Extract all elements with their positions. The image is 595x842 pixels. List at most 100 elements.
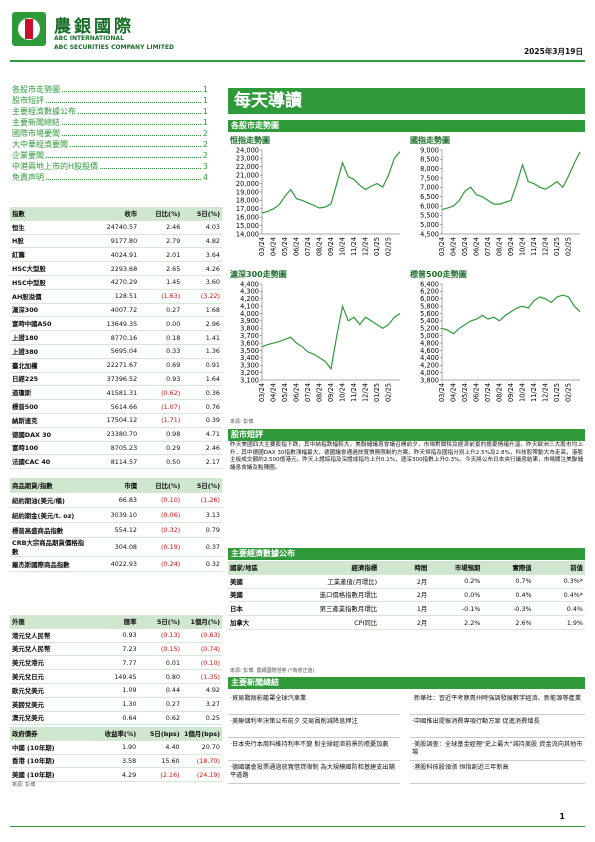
line-series	[441, 151, 581, 211]
x-tick-label: 08/24	[496, 237, 504, 256]
page-number: 1	[559, 812, 565, 821]
y-tick-label: 4,300	[240, 288, 259, 296]
company-en: ABC SECURITIES COMPANY LIMITED	[54, 44, 174, 51]
table-cell: 4.71	[182, 427, 222, 442]
table-cell: 0.33	[139, 344, 183, 359]
column-header: 時間	[379, 561, 430, 575]
section-heading: 各股市走勢圖	[228, 120, 585, 132]
table-row: 歐元兌美元 1.09 0.44 4.92	[10, 683, 222, 698]
table-row: 上證180 8770.16 0.18 1.41	[10, 330, 222, 345]
table-cell: 3.64	[182, 247, 222, 263]
x-tick-label: 02/25	[565, 383, 573, 402]
news-item: ‧新華社：習近平考察貴州時強調發展數字經濟、新能源等產業	[410, 692, 585, 715]
table-cell: 2.46	[139, 220, 183, 235]
column-header: 1個月(bps)	[181, 727, 222, 741]
y-tick-label: 4,600	[420, 347, 439, 355]
table-cell: 2293.68	[85, 261, 140, 276]
table-cell: 0.29	[139, 441, 183, 456]
table-cell: 美元兌港元	[10, 655, 86, 671]
news-item: ‧貿易戰陰影籠罩全球汽車業	[228, 692, 400, 715]
table-cell: 41581.31	[85, 385, 140, 401]
table-cell: 1.64	[182, 372, 222, 387]
y-tick-label: 19,000	[236, 188, 259, 196]
column-header: 日比(%)	[139, 207, 183, 221]
table-cell: 澳元兌美元	[10, 711, 86, 726]
header-row: 指數 收市 日比(%) 5日(%)	[10, 207, 222, 221]
x-tick-label: 04/24	[270, 383, 278, 402]
x-tick-label: 06/24	[473, 383, 481, 402]
y-tick-label: 15,000	[236, 222, 259, 230]
table-cell: 進口價格指數月環比	[273, 588, 380, 603]
y-tick-label: 8,000	[420, 165, 439, 173]
y-tick-label: 5,000	[420, 221, 439, 229]
toc-title: 大中華經濟要聞	[12, 140, 68, 149]
table-row: 日本 第三產業指數月環比 1月 -0.1% -0.3% 0.4%	[228, 601, 585, 617]
y-tick-label: 8,500	[420, 156, 439, 164]
table-cell: 日本	[228, 601, 274, 617]
table-cell: 第三產業指數月環比	[273, 601, 380, 617]
x-tick-label: 10/24	[519, 237, 527, 256]
table-cell: H股	[10, 234, 86, 249]
econ-table: 國家/地區 經濟指標 時間 市場預期 實際值 前值 美國 工業產值(月環比) 2月 0.2% 0.7…	[228, 561, 585, 630]
table-cell: 道瓊斯	[10, 385, 86, 401]
toc-page: 1	[202, 96, 208, 105]
x-tick-label: 05/24	[461, 383, 469, 402]
table-cell: 紐約期金(美元/t. oz)	[10, 507, 87, 523]
table-cell: 中國 (10年期)	[10, 740, 87, 755]
y-tick-label: 5,400	[420, 317, 439, 325]
news-column: ‧新華社：習近平考察貴州時強調發展數字經濟、新能源等產業 ‧中國推出提振消費專項行…	[410, 692, 585, 784]
y-tick-label: 3,400	[240, 354, 259, 362]
column-header: 外匯	[10, 615, 86, 629]
table-cell: (2.16)	[138, 767, 182, 783]
table-cell: 0.39	[182, 413, 222, 428]
table-row: 富時中國A50 13649.35 0.00 2.96	[10, 316, 222, 332]
column-header: 政府債券	[10, 727, 87, 741]
y-tick-label: 6,000	[420, 202, 439, 210]
chart-title: 恒指走勢圖	[230, 135, 270, 145]
table-cell: 美國	[228, 574, 274, 589]
news-item: ‧德國議會投票通過放寬借貸限制 為大規模國防和基建支出鋪平道路	[228, 761, 400, 784]
y-tick-label: 6,200	[420, 288, 439, 296]
table-row: 上證380 5695.04 0.33 1.36	[10, 344, 222, 359]
table-cell: (1.63)	[139, 289, 183, 304]
x-tick-label: 08/24	[316, 383, 324, 402]
table-cell: 4270.29	[85, 275, 140, 290]
line-series	[261, 304, 401, 371]
y-tick-label: 5,200	[420, 325, 439, 333]
table-cell: 22271.67	[85, 358, 140, 373]
x-tick-label: 12/24	[542, 383, 550, 402]
table-cell: (0.10)	[139, 492, 183, 508]
table-row: H股 9177.80 2.79 4.82	[10, 234, 222, 249]
table-cell: (3.22)	[182, 289, 222, 304]
y-tick-label: 24,000	[236, 146, 259, 154]
table-row: 紐約期金(美元/t. oz) 3039.10 (0.06) 3.13	[10, 507, 222, 523]
y-tick-label: 5,500	[420, 212, 439, 220]
table-row: 標普500 5614.66 (1.07) 0.76	[10, 399, 222, 414]
table-cell: 7.23	[85, 642, 139, 657]
x-tick-label: 11/24	[530, 383, 538, 402]
y-tick-label: 4,200	[420, 362, 439, 370]
column-header: 5日(%)	[182, 207, 222, 221]
table-cell: 4024.91	[85, 247, 140, 263]
table-cell: 7.77	[85, 655, 139, 671]
y-tick-label: 3,200	[240, 369, 259, 377]
line-series	[261, 151, 401, 214]
table-cell: 2.2%	[429, 615, 483, 630]
toc-leader	[46, 172, 201, 180]
table-cell: 紅籌	[10, 247, 86, 263]
x-tick-label: 12/24	[362, 383, 370, 402]
y-tick-label: 4,400	[240, 280, 259, 288]
table-cell: 4.26	[182, 261, 222, 276]
table-row: 美國 (10年期) 4.29 (2.16) (24.19)	[10, 767, 222, 783]
table-cell: 17504.12	[85, 413, 140, 428]
x-tick-label: 04/24	[270, 237, 278, 256]
column-header: 國家/地區	[228, 561, 274, 575]
toc-title: 主要經濟數據公布	[12, 107, 76, 116]
toc-leader	[62, 117, 201, 125]
y-tick-label: 4,100	[240, 302, 259, 310]
toc-title: 企業要聞	[12, 151, 44, 160]
table-cell: 0.4%	[482, 588, 534, 603]
table-cell: 美國 (10年期)	[10, 767, 87, 783]
y-tick-label: 7,000	[420, 184, 439, 192]
